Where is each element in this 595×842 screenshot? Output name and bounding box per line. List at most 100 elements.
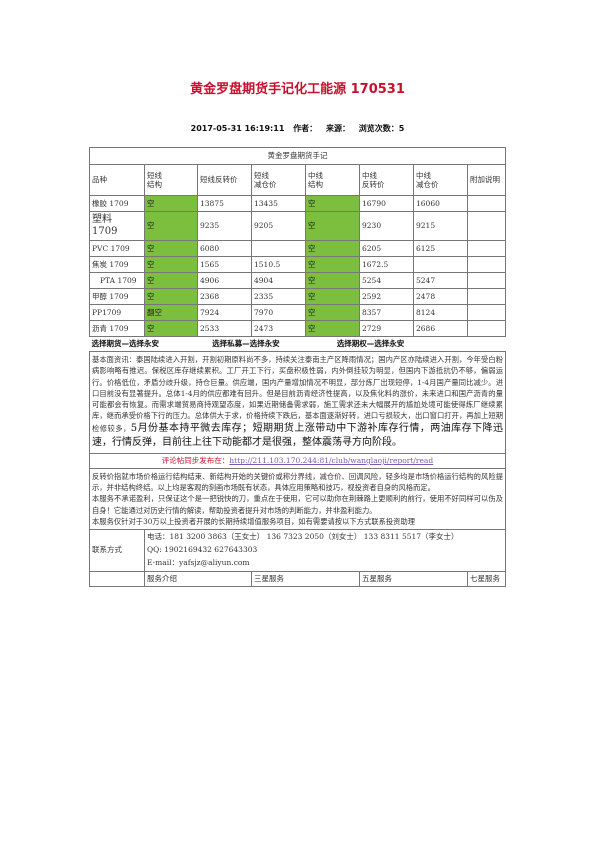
structure-cell: 翻空 <box>144 304 198 321</box>
table-row: 焦炭 1709 空 1565 1510.5 空 1672.5 <box>89 256 506 273</box>
price-cell: 5247 <box>413 272 468 289</box>
price-cell: 13875 <box>197 195 252 212</box>
disclaimer-service: 本服务不承诺盈利，只保证这个是一把锐快的刀，重点在于使用，它可以助你在荆棘路上更… <box>92 494 503 515</box>
price-cell: 6080 <box>197 240 252 257</box>
commodity-name: PTA 1709 <box>89 272 145 289</box>
price-cell: 5254 <box>359 272 414 289</box>
note-cell <box>467 240 506 257</box>
structure-cell: 空 <box>144 195 198 212</box>
publish-datetime: 2017-05-31 16:19:11 <box>190 124 285 133</box>
table-row: 橡胶 1709 空 13875 13435 空 16790 16060 <box>89 195 506 212</box>
service-three-star[interactable]: 三星服务 <box>251 570 360 587</box>
table-row: 甲醇 1709 空 2368 2335 空 2592 2478 <box>89 288 506 305</box>
note-cell <box>467 211 506 241</box>
price-cell: 7924 <box>197 304 252 321</box>
structure-cell: 空 <box>144 320 198 337</box>
comment-url-link[interactable]: http://211.103.170.244:81/club/wanglaoji… <box>229 456 434 466</box>
price-cell: 9205 <box>251 211 306 241</box>
table-row: PVC 1709 空 6080 空 6205 6125 <box>89 240 506 257</box>
views-count: 浏览次数：5 <box>358 124 405 133</box>
column-header: 短线 减仓价 <box>251 164 306 196</box>
fundamental-info: 基本面资讯：泰国陆续进入开割，开割初期原料尚不多，持续关注泰南主产区降雨情况；国… <box>89 351 506 454</box>
table-row: PP1709 翻空 7924 7970 空 8357 8124 <box>89 304 506 321</box>
commodity-name: 甲醇 1709 <box>89 288 145 305</box>
source-label: 来源： <box>325 124 350 133</box>
table-header-row: 品种 短线 结构 短线反转价 短线 减仓价 中线 结构 中线 反转价 中线 减仓价 附加说明 <box>89 164 506 196</box>
article-title: 黄金罗盘期货手记化工能源 170531 <box>190 82 405 97</box>
price-cell: 8357 <box>359 304 414 321</box>
article-meta: 2017-05-31 16:19:11 作者： 来源： 浏览次数：5 <box>0 123 595 134</box>
private-fund-link[interactable]: 选择私募—选择永安 <box>212 339 280 349</box>
price-cell: 16060 <box>413 195 468 212</box>
structure-cell: 空 <box>144 288 198 305</box>
price-cell: 2478 <box>413 288 468 305</box>
price-cell: 1672.5 <box>359 256 414 273</box>
price-cell: 4906 <box>197 272 252 289</box>
service-empty-cell <box>89 570 145 587</box>
comment-sync: 评论帖同步发布在：http://211.103.170.244:81/club/… <box>89 452 506 469</box>
disclaimer-reversal: 反转价指就市场价格运行结构结束、新结构开始的关键价或称分界线，减仓价、回调风险，… <box>92 471 503 493</box>
price-cell: 2592 <box>359 288 414 305</box>
note-cell <box>467 320 506 337</box>
commodity-name: PP1709 <box>89 304 145 321</box>
disclaimer: 反转价指就市场价格运行结构结束、新结构开始的关键价或称分界线，减仓价、回调风险，… <box>89 467 506 531</box>
price-cell <box>413 256 468 273</box>
contact-qq: QQ: 1902169432 627643303 <box>147 545 258 555</box>
price-cell: 9230 <box>359 211 414 241</box>
price-cell: 1510.5 <box>251 256 306 273</box>
structure-cell: 空 <box>305 256 360 273</box>
service-five-star[interactable]: 五星服务 <box>359 570 468 587</box>
price-cell: 2729 <box>359 320 414 337</box>
structure-cell: 空 <box>305 288 360 305</box>
service-intro: 服务介绍 <box>144 570 252 587</box>
price-cell: 9235 <box>197 211 252 241</box>
commodity-name: 焦炭 1709 <box>89 256 145 273</box>
options-link[interactable]: 选择期权—选择永安 <box>336 339 405 349</box>
futures-link[interactable]: 选择期货—选择永安 <box>91 339 160 349</box>
note-cell <box>467 195 506 212</box>
contact-details: 电话：181 3200 3863（王女士） 136 7323 2050（刘女士）… <box>144 529 506 572</box>
structure-cell: 空 <box>144 240 198 257</box>
contact-label: 联系方式 <box>89 529 145 572</box>
column-header: 中线 减仓价 <box>413 164 468 196</box>
price-cell: 2533 <box>197 320 252 337</box>
service-seven-star[interactable]: 七星服务 <box>467 570 506 587</box>
column-header: 中线 反转价 <box>359 164 414 196</box>
price-cell: 2335 <box>251 288 306 305</box>
column-header: 短线 结构 <box>144 164 198 196</box>
structure-cell: 空 <box>305 195 360 212</box>
price-cell: 2686 <box>413 320 468 337</box>
price-cell: 6125 <box>413 240 468 257</box>
price-cell: 1565 <box>197 256 252 273</box>
report-table-container: 黄金罗盘期货手记 品种 短线 结构 短线反转价 短线 减仓价 中线 结构 中线 反转价 中线… <box>89 147 506 587</box>
price-cell <box>251 240 306 257</box>
structure-cell: 空 <box>144 211 198 241</box>
contact-phone: 电话：181 3200 3863（王女士） 136 7323 2050（刘女士）… <box>147 532 459 542</box>
commodity-name: 橡胶 1709 <box>89 195 145 212</box>
fundamental-text: 基本面资讯：泰国陆续进入开割，开割初期原料尚不多，持续关注泰南主产区降雨情况；国… <box>92 355 503 433</box>
note-cell <box>467 288 506 305</box>
price-cell: 16790 <box>359 195 414 212</box>
price-cell: 4904 <box>251 272 306 289</box>
structure-cell: 空 <box>305 211 360 241</box>
price-cell: 7970 <box>251 304 306 321</box>
structure-cell: 空 <box>305 272 360 289</box>
fundamental-summary: 5月份基本持平微去库存；短期期货上涨带动中下游补库存行情，两油库存下降迅速，行情… <box>92 422 504 449</box>
author-label: 作者： <box>293 124 318 133</box>
price-cell: 2368 <box>197 288 252 305</box>
structure-cell: 空 <box>144 256 198 273</box>
table-row: PTA 1709 空 4906 4904 空 5254 5247 <box>89 272 506 289</box>
column-header: 短线反转价 <box>197 164 252 196</box>
contact-email[interactable]: E-mail：yafsjz@aliyun.com <box>147 557 250 567</box>
price-cell: 6205 <box>359 240 414 257</box>
note-cell <box>467 256 506 273</box>
price-cell: 13435 <box>251 195 306 212</box>
note-cell <box>467 304 506 321</box>
disclaimer-eligibility: 本服务仅针对于30万以上投资者开展的长期持续增值服务项目，如有需要请按以下方式联… <box>92 516 416 526</box>
column-header: 中线 结构 <box>305 164 360 196</box>
table-row: 沥青 1709 空 2533 2473 空 2729 2686 <box>89 320 506 337</box>
structure-cell: 空 <box>305 240 360 257</box>
report-table: 黄金罗盘期货手记 品种 短线 结构 短线反转价 短线 减仓价 中线 结构 中线 反转价 中线… <box>89 147 506 587</box>
commodity-name: PVC 1709 <box>89 240 145 257</box>
commodity-name: 沥青 1709 <box>89 320 145 337</box>
